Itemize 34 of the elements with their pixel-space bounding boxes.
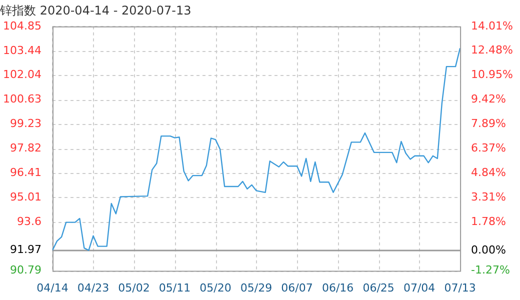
x-tick-label: 06/16 bbox=[322, 281, 354, 294]
x-tick-label: 05/20 bbox=[200, 281, 232, 294]
x-tick-label: 07/13 bbox=[444, 281, 476, 294]
y2-tick-label: 6.37% bbox=[471, 141, 506, 154]
y2-tick-label: 9.42% bbox=[471, 92, 506, 106]
y-tick-label: 104.85 bbox=[2, 19, 42, 32]
y-tick-label: 102.04 bbox=[2, 68, 42, 82]
x-tick-label: 06/07 bbox=[281, 281, 313, 294]
x-tick-label: 04/23 bbox=[77, 281, 110, 294]
y-tick-label: 93.6 bbox=[16, 214, 42, 228]
chart-title: 锌指数 2020-04-14 - 2020-07-13 bbox=[0, 3, 192, 18]
x-tick-label: 05/11 bbox=[158, 281, 191, 294]
x-tick-label: 05/02 bbox=[118, 281, 150, 294]
y-tick-label: 103.44 bbox=[2, 44, 42, 57]
y-tick-label: 97.82 bbox=[10, 141, 42, 154]
y2-tick-label: 7.89% bbox=[471, 117, 506, 130]
y-tick-label: 100.63 bbox=[2, 92, 42, 106]
x-tick-label: 04/14 bbox=[36, 281, 68, 294]
y-tick-label: 95.01 bbox=[10, 190, 42, 204]
y2-tick-label: 14.01% bbox=[471, 19, 514, 32]
x-tick-label: 06/25 bbox=[362, 281, 394, 294]
y2-tick-label: 4.84% bbox=[471, 166, 506, 179]
x-tick-label: 07/04 bbox=[403, 281, 436, 294]
y2-tick-label: 0.00% bbox=[471, 243, 506, 256]
y2-tick-label: 3.31% bbox=[471, 190, 506, 204]
y2-tick-label: -1.27% bbox=[471, 264, 510, 277]
y2-tick-label: 12.48% bbox=[471, 44, 514, 57]
y2-tick-label: 10.95% bbox=[471, 68, 514, 82]
y-tick-label: 90.79 bbox=[10, 264, 42, 277]
x-tick-label: 05/29 bbox=[240, 281, 272, 294]
y-tick-label: 99.23 bbox=[10, 116, 42, 130]
y-tick-label: 96.41 bbox=[10, 166, 42, 179]
y2-tick-label: 1.78% bbox=[471, 214, 506, 228]
y-tick-label: 91.97 bbox=[10, 243, 42, 256]
